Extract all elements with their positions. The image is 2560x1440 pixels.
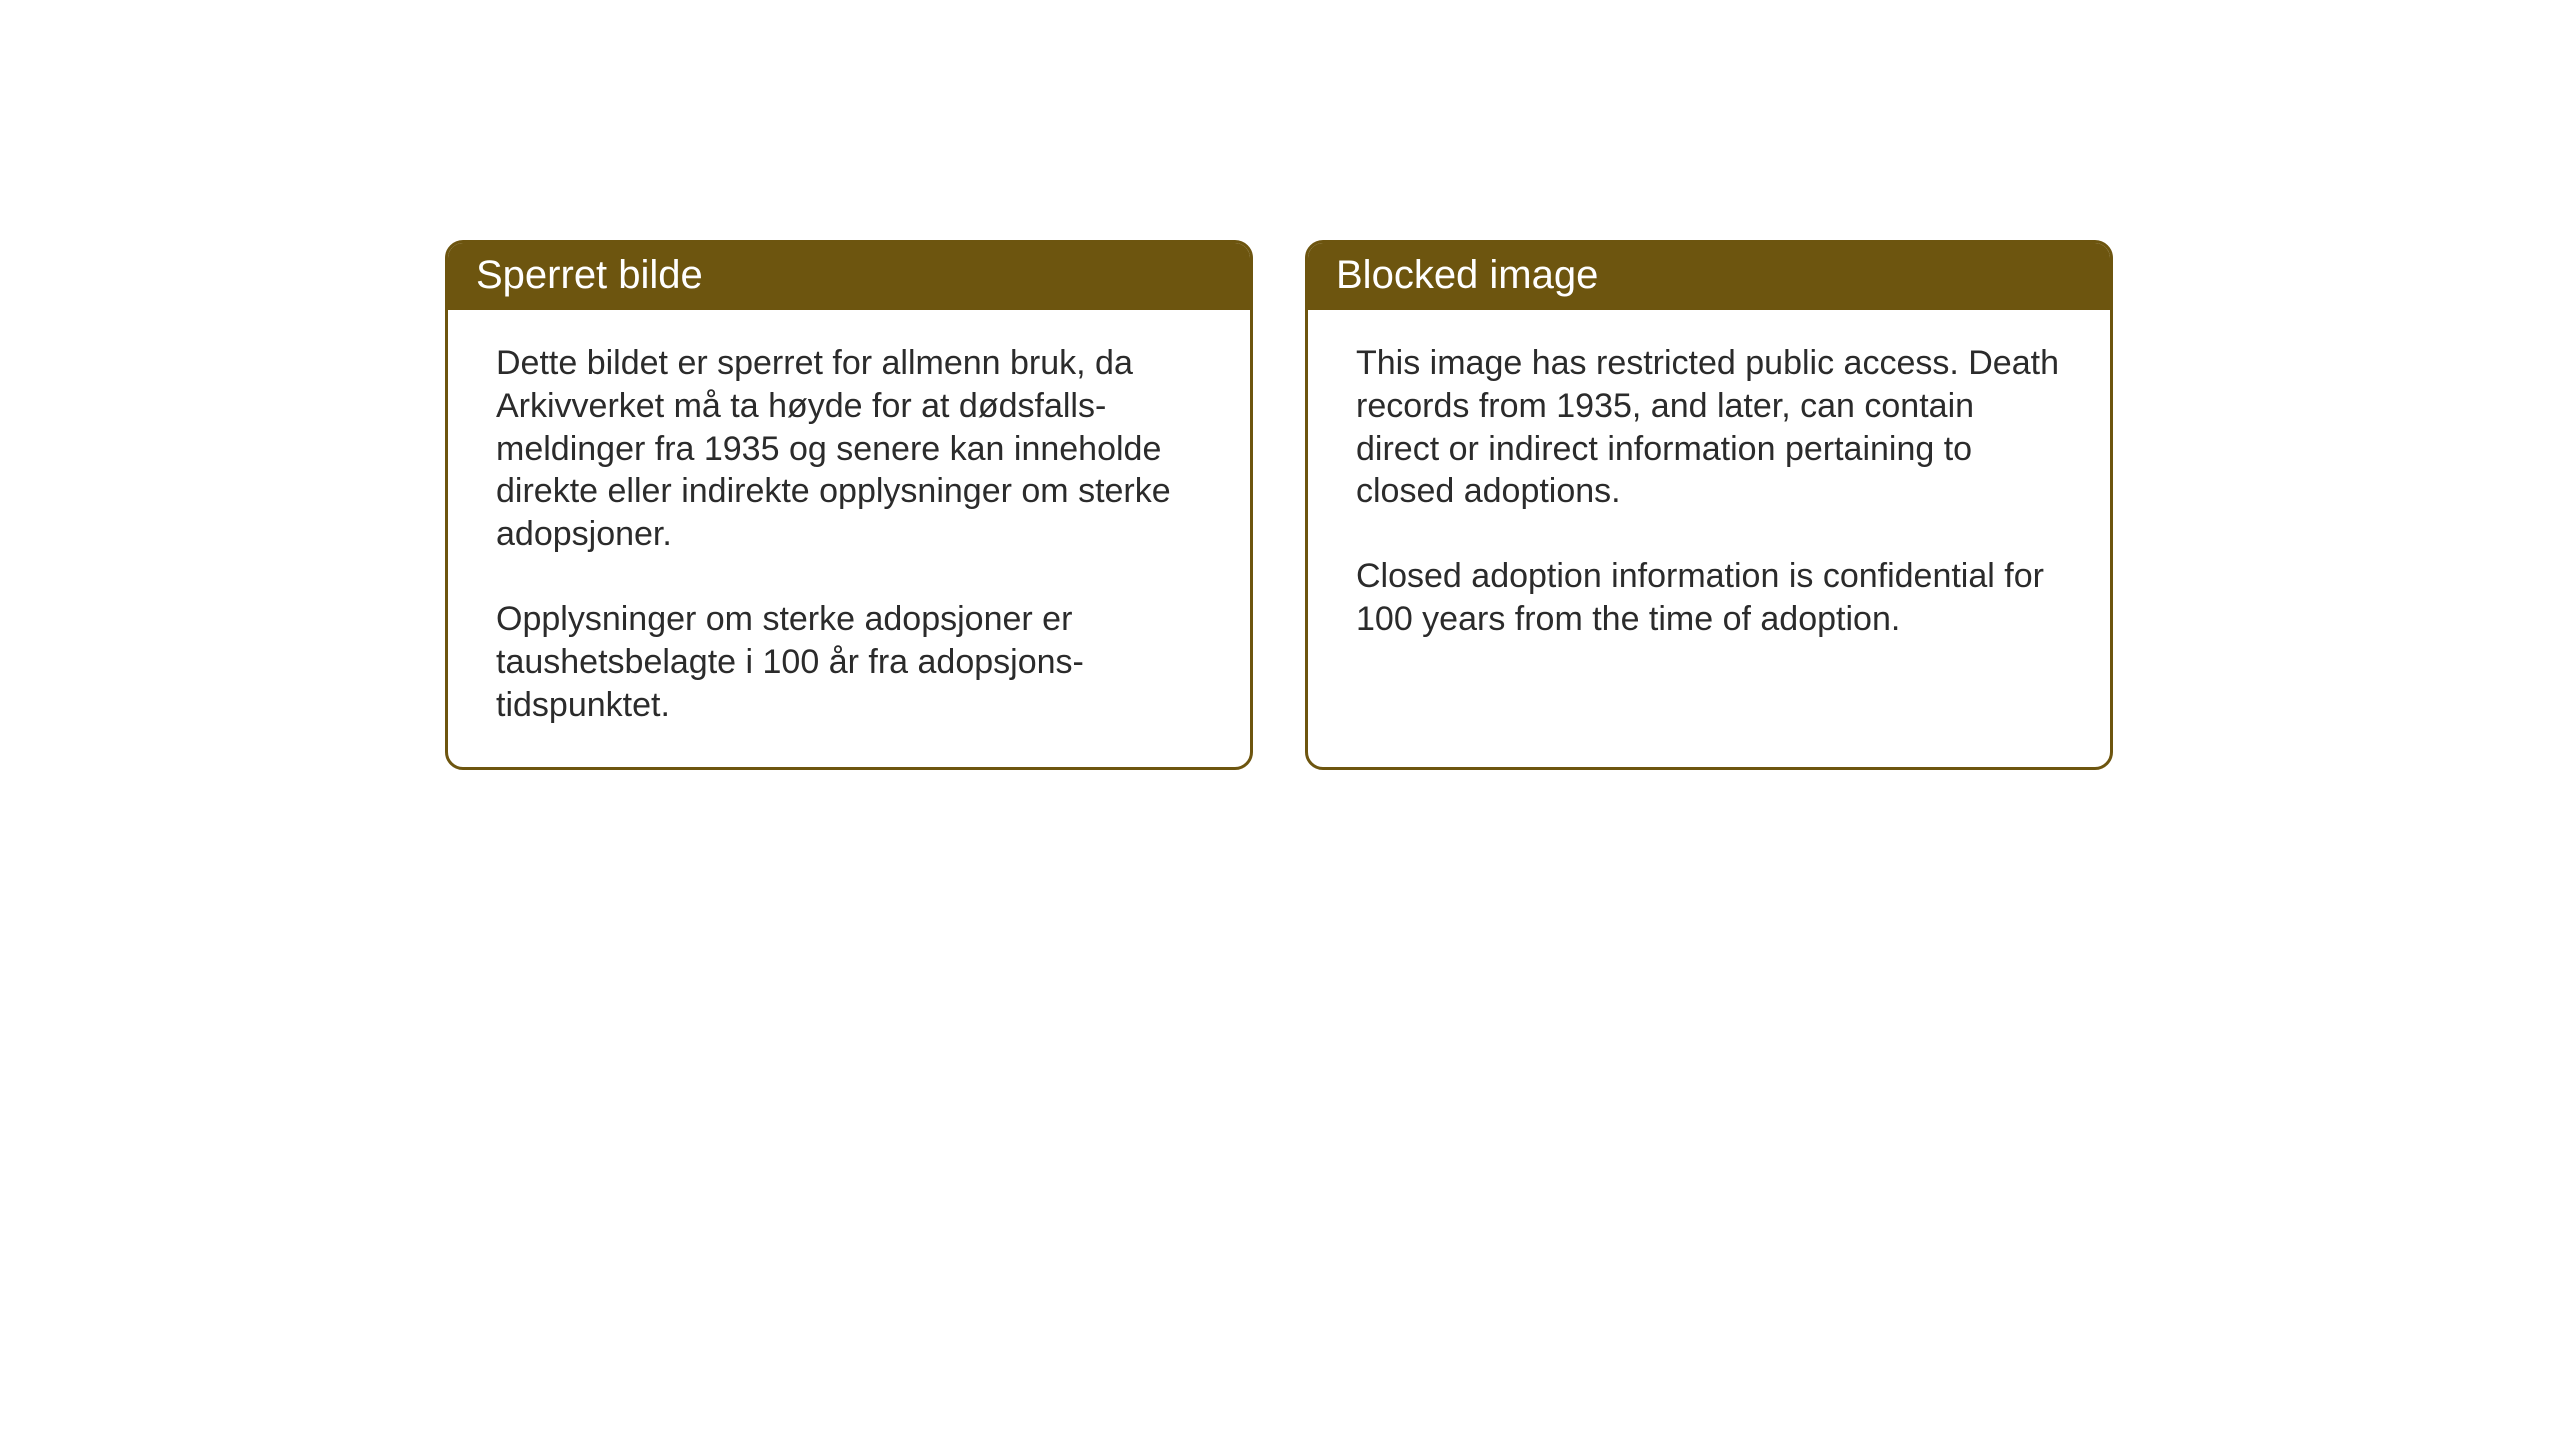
notice-card-english: Blocked image This image has restricted … [1305, 240, 2113, 770]
paragraph-english-1: This image has restricted public access.… [1356, 342, 2062, 513]
card-title-norwegian: Sperret bilde [476, 253, 703, 297]
paragraph-norwegian-1: Dette bildet er sperret for allmenn bruk… [496, 342, 1202, 556]
card-header-english: Blocked image [1308, 243, 2110, 310]
notice-cards-container: Sperret bilde Dette bildet er sperret fo… [445, 240, 2113, 770]
paragraph-english-2: Closed adoption information is confident… [1356, 555, 2062, 641]
notice-card-norwegian: Sperret bilde Dette bildet er sperret fo… [445, 240, 1253, 770]
card-title-english: Blocked image [1336, 253, 1598, 297]
paragraph-norwegian-2: Opplysninger om sterke adopsjoner er tau… [496, 598, 1202, 726]
card-body-norwegian: Dette bildet er sperret for allmenn bruk… [448, 310, 1250, 767]
card-body-english: This image has restricted public access.… [1308, 310, 2110, 710]
card-header-norwegian: Sperret bilde [448, 243, 1250, 310]
